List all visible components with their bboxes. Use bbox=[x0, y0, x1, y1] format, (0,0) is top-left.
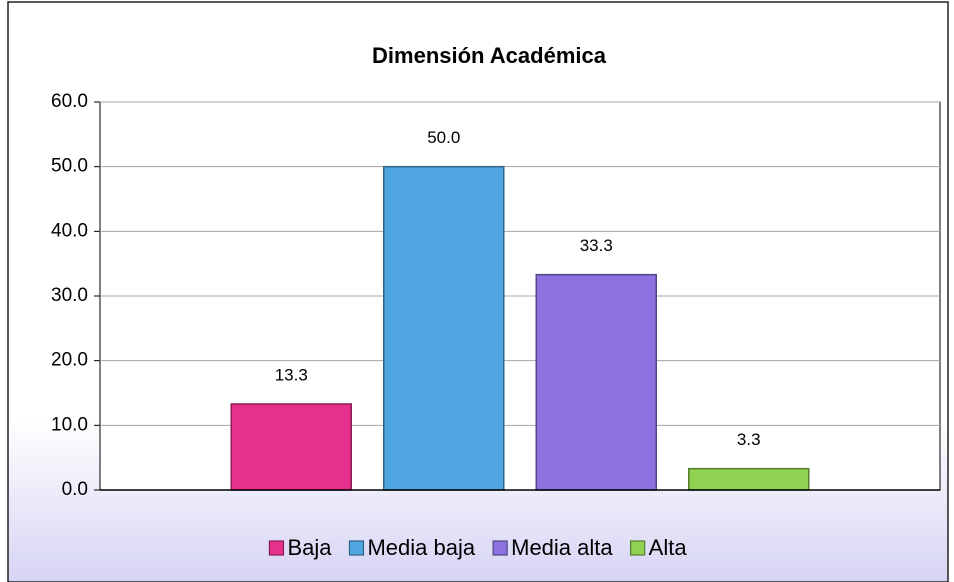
legend-label: Media baja bbox=[367, 535, 475, 560]
y-tick-label: 20.0 bbox=[51, 350, 88, 371]
legend-swatch bbox=[348, 540, 365, 556]
y-tick-label: 40.0 bbox=[51, 220, 88, 241]
y-tick-label: 10.0 bbox=[51, 414, 88, 435]
y-tick-label: 30.0 bbox=[51, 285, 88, 306]
bar bbox=[230, 403, 352, 491]
legend-label: Baja bbox=[287, 535, 332, 560]
y-tick-label: 0.0 bbox=[62, 479, 88, 500]
data-label: 50.0 bbox=[427, 128, 460, 147]
data-label: 3.3 bbox=[737, 430, 761, 449]
legend-label: Media alta bbox=[511, 535, 613, 560]
y-tick-label: 60.0 bbox=[51, 91, 88, 112]
chart-title: Dimensión Académica bbox=[372, 43, 607, 68]
data-label: 13.3 bbox=[275, 365, 308, 384]
bar bbox=[688, 467, 810, 491]
legend-swatch bbox=[630, 540, 646, 556]
data-label: 33.3 bbox=[580, 236, 613, 255]
y-tick-label: 50.0 bbox=[51, 156, 88, 177]
bar bbox=[535, 273, 657, 491]
legend-label: Alta bbox=[649, 535, 688, 560]
legend-swatch bbox=[492, 540, 508, 556]
bar bbox=[383, 165, 505, 491]
legend-swatch bbox=[268, 540, 285, 556]
